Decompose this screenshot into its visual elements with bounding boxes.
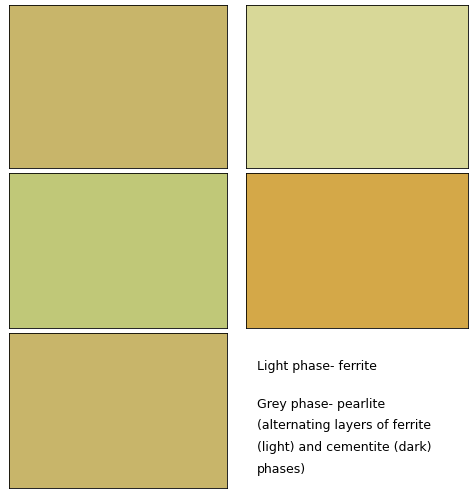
- Text: (light) and cementite (dark): (light) and cementite (dark): [257, 441, 431, 454]
- Text: Light phase- ferrite: Light phase- ferrite: [257, 360, 377, 374]
- Text: (alternating layers of ferrite: (alternating layers of ferrite: [257, 420, 431, 432]
- Text: Grey phase- pearlite: Grey phase- pearlite: [257, 398, 385, 410]
- Text: phases): phases): [257, 462, 306, 475]
